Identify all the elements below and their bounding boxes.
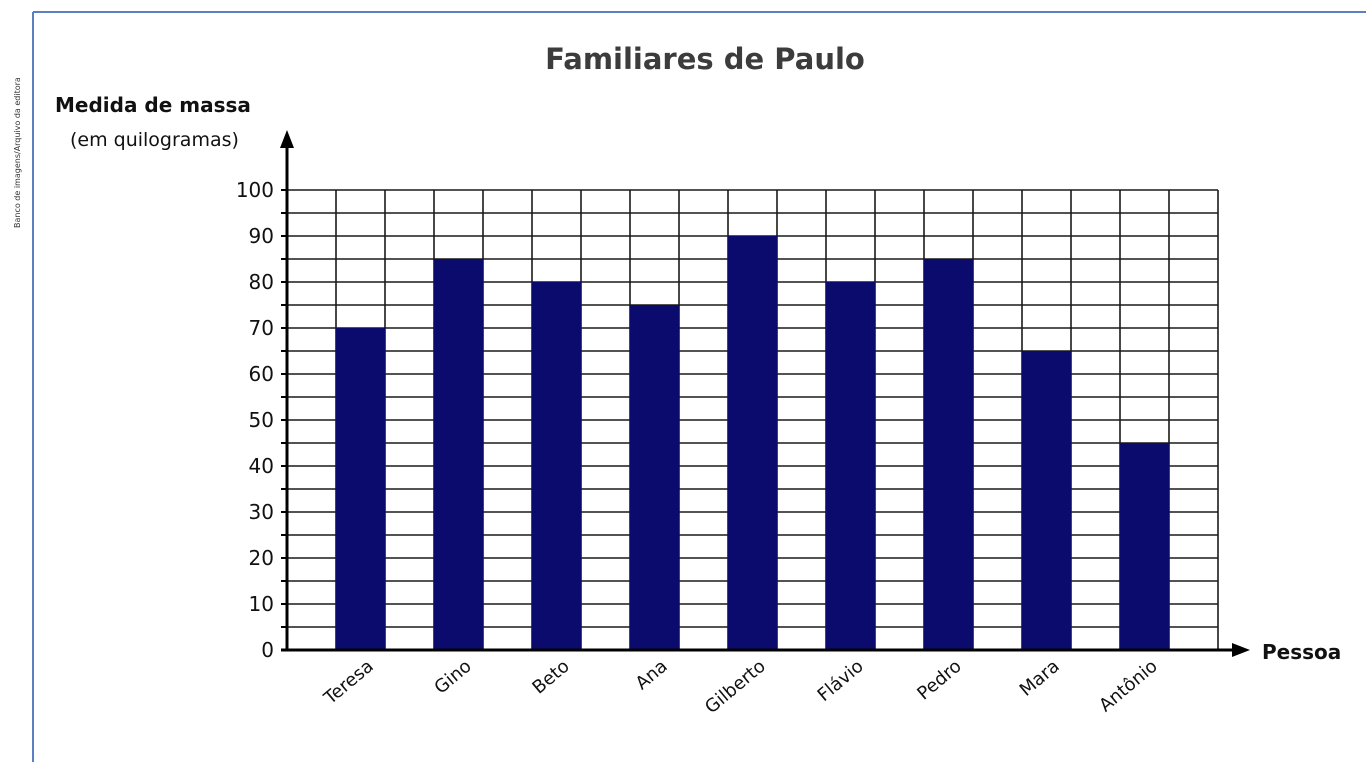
bar-antônio (1120, 443, 1169, 650)
y-tick-label: 10 (249, 592, 274, 616)
bar-flávio (826, 282, 875, 650)
x-tick-label: Pedro (913, 656, 965, 705)
y-tick-label: 0 (261, 638, 274, 662)
x-tick-label: Antônio (1095, 656, 1162, 717)
axes (280, 130, 1250, 657)
x-axis-arrow-icon (1232, 643, 1250, 657)
bar-gino (434, 259, 483, 650)
bars (336, 236, 1169, 650)
y-tick-label: 90 (249, 224, 274, 248)
x-tick-label: Gilberto (701, 656, 770, 718)
x-tick-label: Mara (1016, 656, 1064, 701)
y-tick-label: 30 (249, 500, 274, 524)
y-tick-label: 40 (249, 454, 274, 478)
y-axis-arrow-icon (280, 130, 294, 148)
x-tick-label: Beto (528, 656, 573, 699)
y-tick-label: 50 (249, 408, 274, 432)
y-tick-label: 60 (249, 362, 274, 386)
x-tick-labels: Teresa Gino Beto Ana Gilberto Flávio Pedro Mara… (319, 656, 1161, 718)
bar-ana (630, 305, 679, 650)
x-tick-label: Flávio (814, 656, 868, 706)
y-tick-label: 80 (249, 270, 274, 294)
bar-mara (1022, 351, 1071, 650)
bar-gilberto (728, 236, 777, 650)
y-axis-unit-label: (em quilogramas) (70, 129, 239, 151)
chart-title: Familiares de Paulo (545, 42, 865, 76)
y-tick-label: 70 (249, 316, 274, 340)
bar-beto (532, 282, 581, 650)
y-tick-labels: 0 10 20 30 40 50 60 70 80 90 100 (236, 178, 274, 662)
x-tick-label: Teresa (319, 656, 377, 710)
y-axis-label: Medida de massa (55, 93, 251, 117)
y-tick-label: 100 (236, 178, 274, 202)
bar-pedro (924, 259, 973, 650)
y-tick-label: 20 (249, 546, 274, 570)
x-tick-label: Ana (632, 656, 672, 694)
x-axis-label: Pessoa (1262, 640, 1341, 664)
x-tick-label: Gino (431, 656, 476, 699)
image-credit: Banco de imagens/Arquivo da editora (13, 77, 22, 228)
bar-teresa (336, 328, 385, 650)
